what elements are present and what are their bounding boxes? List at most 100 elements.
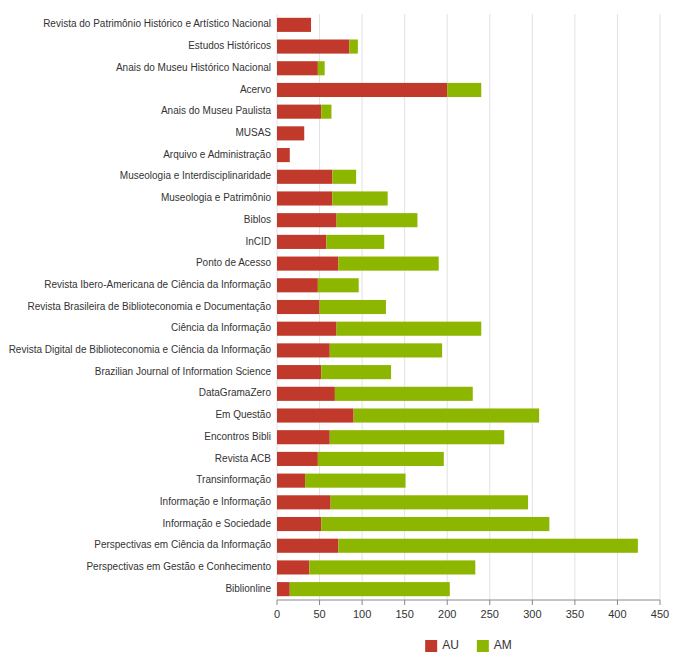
bar xyxy=(277,213,337,227)
tick-label: 0 xyxy=(274,608,280,620)
category-label: Revista ACB xyxy=(215,453,271,464)
category-label: Arquivo e Administração xyxy=(163,149,271,160)
grid-line xyxy=(447,14,448,600)
category-label: Transinformação xyxy=(196,474,271,485)
bar xyxy=(318,61,325,75)
bar xyxy=(277,430,330,444)
category-label: Revista Brasileira de Biblioteconomia e … xyxy=(28,301,272,312)
bar xyxy=(321,517,549,531)
bars xyxy=(277,18,638,596)
category-label: Ponto de Acesso xyxy=(196,257,271,268)
bar xyxy=(277,278,318,292)
grid-line xyxy=(660,14,661,600)
bar xyxy=(320,300,386,314)
bar xyxy=(277,322,337,336)
bar xyxy=(321,365,391,379)
category-label: Anais do Museu Paulista xyxy=(161,105,272,116)
bar xyxy=(337,213,418,227)
tick-label: 50 xyxy=(313,608,325,620)
bar xyxy=(354,408,540,422)
bar xyxy=(277,148,290,162)
legend-label: AU xyxy=(442,638,459,652)
category-label: Perspectivas em Gestão e Conhecimento xyxy=(86,561,271,572)
bar xyxy=(277,126,304,140)
bar xyxy=(337,322,482,336)
tick-label: 100 xyxy=(353,608,371,620)
category-label: Em Questão xyxy=(215,409,271,420)
category-label: Brazilian Journal of Information Science xyxy=(95,366,272,377)
tick-mark xyxy=(277,600,278,605)
legend-swatch xyxy=(425,640,437,652)
tick-mark xyxy=(404,600,405,605)
bar xyxy=(304,126,305,140)
bar xyxy=(311,18,312,32)
category-label: Museologia e Patrimônio xyxy=(161,192,271,203)
bar xyxy=(338,539,638,553)
category-label: Ciência da Informação xyxy=(171,322,271,333)
bar xyxy=(277,539,338,553)
category-label: Estudos Históricos xyxy=(188,40,271,51)
bar xyxy=(277,560,309,574)
bar xyxy=(290,582,450,596)
category-label: Encontros Bibli xyxy=(204,431,271,442)
category-label: Revista do Patrimônio Histórico e Artíst… xyxy=(43,18,271,29)
category-labels: Revista do Patrimônio Histórico e Artíst… xyxy=(9,18,272,593)
bar xyxy=(332,191,387,205)
tick-label: 250 xyxy=(481,608,499,620)
category-label: Biblos xyxy=(244,214,271,225)
legend-swatch xyxy=(477,640,489,652)
category-label: Museologia e Interdisciplinaridade xyxy=(120,170,272,181)
bar xyxy=(289,148,290,162)
tick-label: 350 xyxy=(566,608,584,620)
bar xyxy=(277,582,290,596)
grid-line xyxy=(489,14,490,600)
tick-mark xyxy=(447,600,448,605)
category-label: Biblionline xyxy=(225,583,271,594)
tick-mark xyxy=(660,600,661,605)
legend-label: AM xyxy=(494,638,512,652)
bar xyxy=(277,387,335,401)
bar xyxy=(305,474,405,488)
bar xyxy=(277,365,321,379)
bar xyxy=(277,83,447,97)
bar xyxy=(335,387,473,401)
category-label: Informação e Sociedade xyxy=(163,518,272,529)
bar xyxy=(309,560,475,574)
bar xyxy=(277,105,321,119)
bar xyxy=(349,40,358,54)
bar xyxy=(277,517,321,531)
x-ticks: 050100150200250300350400450 xyxy=(274,600,669,620)
category-label: Perspectivas em Ciência da Informação xyxy=(94,539,271,550)
tick-label: 150 xyxy=(395,608,413,620)
legend-item: AM xyxy=(477,638,512,652)
bar xyxy=(318,278,359,292)
category-label: InCID xyxy=(245,236,271,247)
series-1 xyxy=(290,40,638,597)
bar xyxy=(326,235,384,249)
category-label: MUSAS xyxy=(235,127,271,138)
x-axis-line xyxy=(277,600,660,601)
tick-label: 300 xyxy=(523,608,541,620)
bar xyxy=(277,452,318,466)
legend-item: AU xyxy=(425,638,459,652)
bar xyxy=(331,495,528,509)
bar xyxy=(447,83,481,97)
category-label: DataGramaZero xyxy=(199,387,272,398)
bar xyxy=(277,408,354,422)
grid-line xyxy=(617,14,618,600)
bar xyxy=(330,430,504,444)
category-label: Informação e Informação xyxy=(160,496,272,507)
grid-line xyxy=(404,14,405,600)
bar xyxy=(277,61,318,75)
bar xyxy=(321,105,331,119)
tick-mark xyxy=(319,600,320,605)
bar xyxy=(277,257,338,271)
category-label: Revista Ibero-Americana de Ciência da In… xyxy=(44,279,271,290)
category-label: Revista Digital de Biblioteconomia e Ciê… xyxy=(9,344,272,355)
tick-label: 450 xyxy=(651,608,669,620)
grid xyxy=(277,14,660,600)
bar xyxy=(277,474,305,488)
tick-mark xyxy=(532,600,533,605)
tick-mark xyxy=(489,600,490,605)
bar xyxy=(338,257,438,271)
